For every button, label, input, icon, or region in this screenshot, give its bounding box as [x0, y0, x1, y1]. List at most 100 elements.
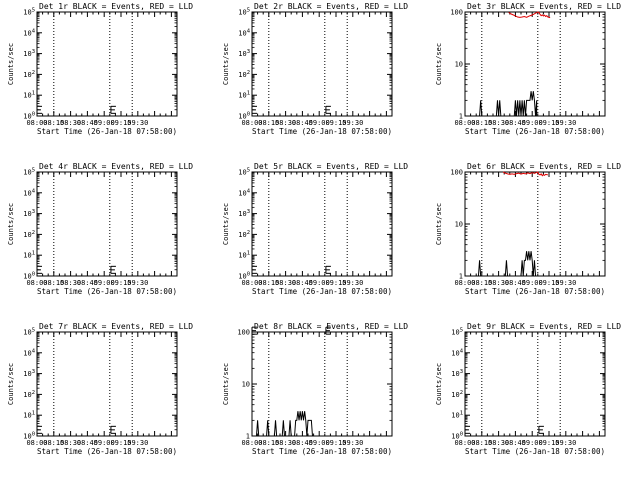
- x-axis-label: Start Time (26-Jan-18 07:58:00): [37, 127, 177, 136]
- y-tick-label: 105: [23, 168, 35, 177]
- y-tick-label: 103: [238, 49, 250, 58]
- y-tick-label: 1: [459, 273, 463, 281]
- x-tick-label: 08:45: [77, 439, 98, 447]
- e-marker: [36, 265, 42, 274]
- x-tick-label: 09:00: [309, 439, 330, 447]
- y-axis-label: Counts/sec: [222, 43, 230, 85]
- x-tick-label: 08:30: [275, 439, 296, 447]
- x-tick-label: 09:00: [94, 279, 115, 287]
- x-tick-label: 08:45: [292, 119, 313, 127]
- x-tick-label: 09:15: [110, 279, 131, 287]
- events-series: [477, 251, 537, 277]
- lld-series: [502, 171, 548, 177]
- x-tick-label: 09:15: [325, 439, 346, 447]
- detector-panel-1: Det 1r BLACK = Events, RED = LLD 100 101 10…: [7, 2, 193, 136]
- x-tick-label: 08:00: [26, 119, 47, 127]
- plot-frame: [251, 171, 393, 277]
- events-series: [479, 91, 538, 117]
- x-tick-label: 09:15: [110, 439, 131, 447]
- e-marker: [325, 326, 331, 335]
- y-tick-label: 101: [238, 251, 250, 260]
- panel-title: Det 8r BLACK = Events, RED = LLD: [254, 322, 408, 331]
- x-tick-label: 08:45: [77, 279, 98, 287]
- x-tick-label: 08:00: [26, 439, 47, 447]
- x-axis-label: Start Time (26-Jan-18 07:58:00): [37, 447, 177, 456]
- y-tick-label: 102: [238, 230, 250, 239]
- y-tick-label: 101: [238, 91, 250, 100]
- y-tick-label: 100: [23, 112, 35, 121]
- x-axis-label: Start Time (26-Jan-18 07:58:00): [465, 287, 605, 296]
- e-marker: [325, 105, 331, 114]
- x-tick-label: 08:15: [43, 439, 64, 447]
- e-marker: [325, 265, 331, 274]
- x-tick-label: 08:00: [454, 119, 475, 127]
- y-tick-label: 105: [238, 8, 250, 17]
- y-tick-label: 100: [237, 329, 250, 337]
- panel-title: Det 4r BLACK = Events, RED = LLD: [39, 162, 193, 171]
- x-tick-label: 08:15: [471, 439, 492, 447]
- y-axis-label: Counts/sec: [7, 43, 15, 85]
- x-tick-label: 08:30: [60, 279, 81, 287]
- plot-frame: [251, 331, 393, 437]
- x-tick-label: 09:15: [538, 119, 559, 127]
- x-axis-label: Start Time (26-Jan-18 07:58:00): [465, 127, 605, 136]
- x-tick-label: 08:30: [488, 119, 509, 127]
- y-tick-label: 103: [238, 209, 250, 218]
- y-tick-label: 104: [23, 188, 35, 197]
- x-tick-label: 08:30: [488, 439, 509, 447]
- x-tick-label: 08:45: [505, 119, 526, 127]
- x-tick-label: 09:00: [309, 279, 330, 287]
- y-tick-label: 100: [238, 272, 250, 281]
- panel-title: Det 1r BLACK = Events, RED = LLD: [39, 2, 193, 11]
- y-tick-label: 102: [23, 70, 35, 79]
- y-tick-label: 101: [451, 411, 463, 420]
- x-tick-label: 08:45: [77, 119, 98, 127]
- y-tick-label: 105: [238, 168, 250, 177]
- x-tick-label: 08:30: [60, 119, 81, 127]
- e-marker: [110, 425, 116, 434]
- e-marker: [36, 105, 42, 114]
- y-tick-label: 105: [23, 8, 35, 17]
- y-tick-label: 10: [455, 221, 463, 229]
- detector-panel-7: Det 7r BLACK = Events, RED = LLD 100 101 10…: [7, 322, 193, 456]
- y-axis-label: Counts/sec: [7, 203, 15, 245]
- x-tick-label: 09:15: [325, 119, 346, 127]
- x-axis-label: Start Time (26-Jan-18 07:58:00): [252, 127, 392, 136]
- x-tick-label: 08:30: [488, 279, 509, 287]
- x-tick-label: 08:00: [241, 439, 262, 447]
- x-tick-label: 08:45: [292, 439, 313, 447]
- plot-frame: [36, 331, 178, 437]
- panel-title: Det 5r BLACK = Events, RED = LLD: [254, 162, 408, 171]
- y-tick-label: 100: [23, 272, 35, 281]
- x-tick-label: 08:30: [60, 439, 81, 447]
- detector-panel-8: Det 8r BLACK = Events, RED = LLD 1 10 100 08…: [222, 322, 408, 456]
- x-axis-label: Start Time (26-Jan-18 07:58:00): [252, 447, 392, 456]
- y-axis-label: Counts/sec: [7, 363, 15, 405]
- events-series: [255, 411, 313, 437]
- panel-title: Det 7r BLACK = Events, RED = LLD: [39, 322, 193, 331]
- x-tick-label: 09:30: [342, 279, 363, 287]
- e-marker: [251, 105, 257, 114]
- x-tick-label: 09:30: [127, 279, 148, 287]
- x-tick-label: 08:00: [454, 279, 475, 287]
- detector-panel-6: Det 6r BLACK = Events, RED = LLD 1 10 100 08…: [435, 162, 621, 296]
- y-tick-label: 101: [23, 251, 35, 260]
- x-tick-label: 08:00: [241, 119, 262, 127]
- x-tick-label: 08:45: [292, 279, 313, 287]
- e-marker: [464, 425, 470, 434]
- x-tick-label: 09:30: [555, 119, 576, 127]
- panel-title: Det 6r BLACK = Events, RED = LLD: [467, 162, 621, 171]
- x-tick-label: 09:00: [309, 119, 330, 127]
- plot-frame: [36, 171, 178, 277]
- x-tick-label: 08:00: [241, 279, 262, 287]
- x-tick-label: 09:15: [110, 119, 131, 127]
- x-tick-label: 08:15: [258, 439, 279, 447]
- y-tick-label: 102: [238, 70, 250, 79]
- plot-frame: [464, 331, 606, 437]
- panel-title: Det 9r BLACK = Events, RED = LLD: [467, 322, 621, 331]
- y-tick-label: 10: [242, 381, 250, 389]
- y-tick-label: 103: [23, 369, 35, 378]
- e-marker: [251, 265, 257, 274]
- y-tick-label: 103: [451, 369, 463, 378]
- x-tick-label: 08:15: [471, 119, 492, 127]
